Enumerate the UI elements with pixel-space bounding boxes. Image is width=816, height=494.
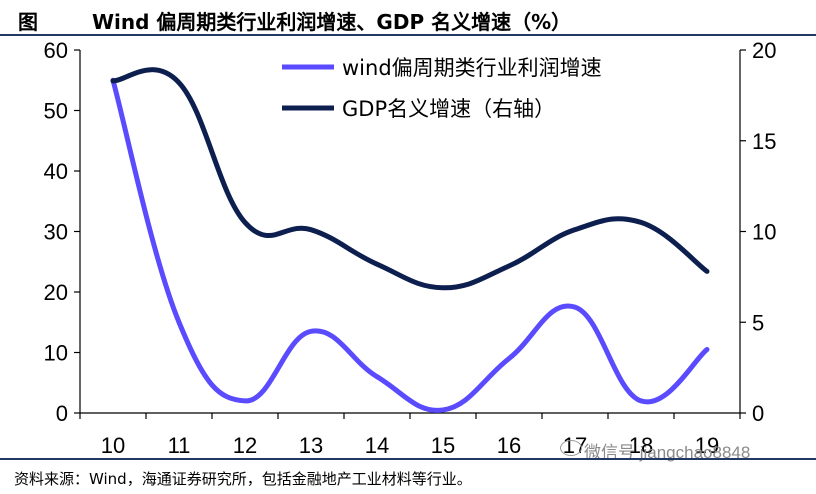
left-tick-label: 20: [44, 280, 68, 305]
x-tick-label: 10: [101, 433, 125, 458]
x-tick-label: 19: [695, 433, 719, 458]
left-tick-label: 40: [44, 159, 68, 184]
x-tick-label: 11: [168, 433, 191, 458]
right-tick-label: 5: [752, 310, 764, 335]
watermark: 微信号 jiangchao8848: [584, 443, 751, 462]
x-tick-label: 15: [431, 433, 455, 458]
left-tick-label: 10: [44, 341, 68, 366]
figure-label: 图: [18, 10, 38, 34]
source-note: 资料来源：Wind，海通证券研究所，包括金融地产工业材料等行业。: [14, 470, 472, 488]
chart-title-bar: 图 Wind 偏周期类行业利润增速、GDP 名义增速（%）: [0, 0, 816, 36]
x-tick-label: 18: [629, 433, 653, 458]
left-tick-label: 50: [44, 99, 68, 124]
left-tick-label: 60: [44, 38, 68, 63]
axes: [74, 49, 746, 419]
series-line-wind: [110, 77, 710, 413]
chart-title: Wind 偏周期类行业利润增速、GDP 名义增速（%）: [92, 10, 572, 34]
left-tick-label: 0: [56, 401, 68, 426]
legend-label: wind偏周期类行业利润增速: [342, 56, 602, 80]
series-group: [110, 67, 710, 413]
right-tick-label: 20: [752, 38, 776, 63]
legend: wind偏周期类行业利润增速 GDP名义增速（右轴）: [282, 56, 602, 121]
source-footer: 资料来源：Wind，海通证券研究所，包括金融地产工业材料等行业。: [0, 458, 816, 494]
wechat-icon: [560, 440, 582, 456]
right-tick-label: 10: [752, 220, 776, 245]
right-tick-label: 15: [752, 129, 776, 154]
right-tick-label: 0: [752, 401, 764, 426]
x-tick-label: 14: [365, 433, 389, 458]
legend-label: GDP名义增速（右轴）: [342, 97, 555, 121]
x-tick-label: 13: [299, 433, 323, 458]
x-tick-label: 12: [233, 433, 257, 458]
series-line-gdp: [110, 67, 710, 291]
x-tick-label: 16: [497, 433, 521, 458]
left-tick-label: 30: [44, 220, 68, 245]
